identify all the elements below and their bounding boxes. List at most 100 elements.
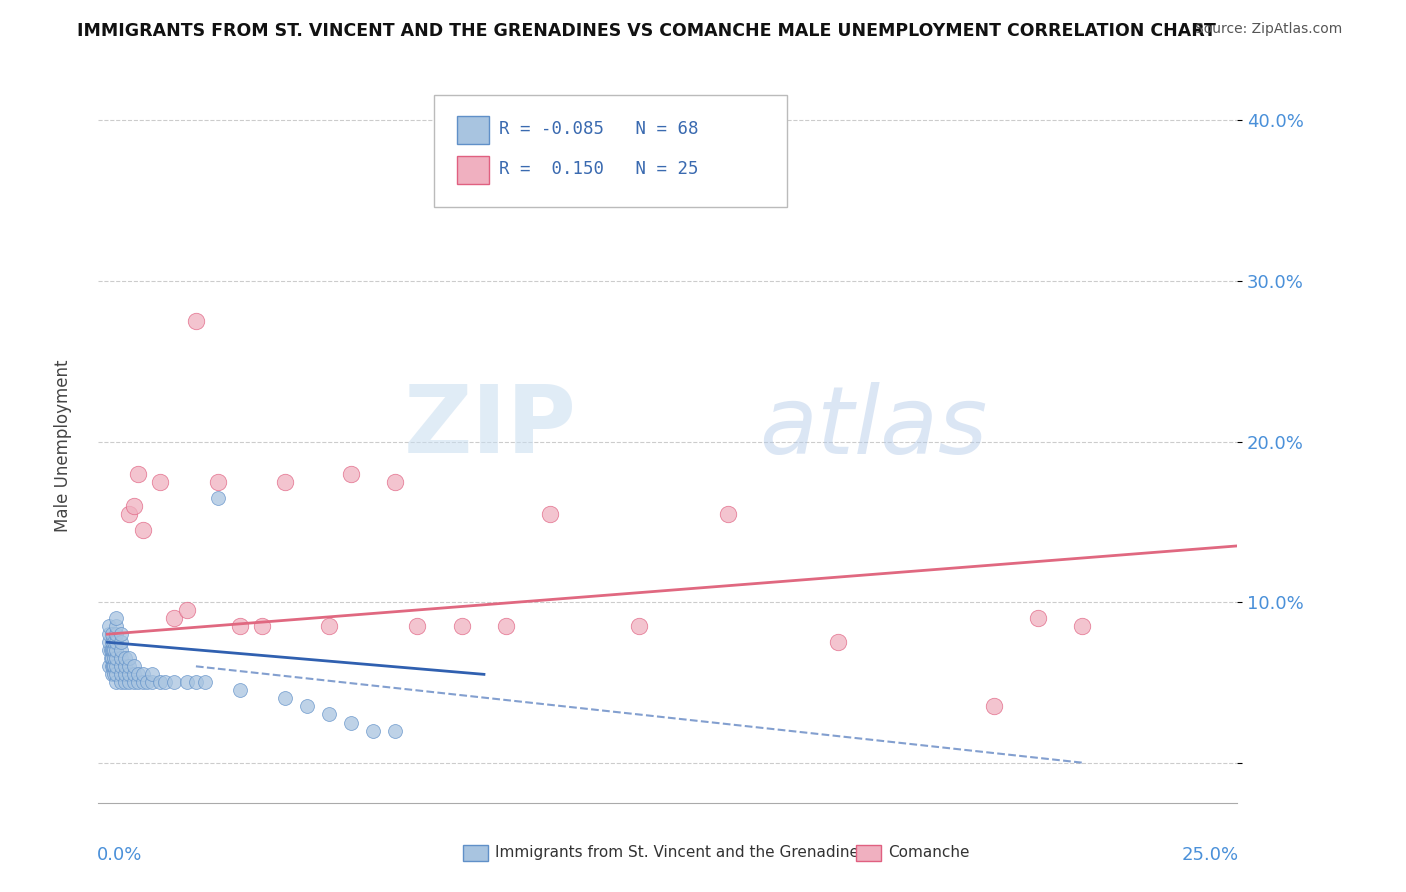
Point <box>100 635 122 649</box>
Point <box>105 659 128 673</box>
Point <box>141 667 163 681</box>
Point <box>118 651 141 665</box>
Point <box>127 675 149 690</box>
Point <box>105 667 128 681</box>
Text: ZIP: ZIP <box>404 381 576 473</box>
Point <box>114 651 136 665</box>
Point <box>100 651 122 665</box>
Point <box>100 643 122 657</box>
Point <box>98 627 121 641</box>
Point <box>110 643 132 657</box>
Point <box>163 675 186 690</box>
Point <box>163 611 186 625</box>
Point <box>132 675 155 690</box>
Point <box>318 707 340 722</box>
Point <box>118 507 141 521</box>
Point <box>318 619 340 633</box>
Text: Comanche: Comanche <box>887 845 969 860</box>
Point <box>100 627 122 641</box>
Point <box>122 667 145 681</box>
Point <box>105 635 128 649</box>
Point <box>132 667 155 681</box>
Point <box>207 475 229 489</box>
Point <box>194 675 217 690</box>
Point <box>100 667 122 681</box>
Point <box>184 675 207 690</box>
Point <box>105 651 128 665</box>
Point <box>406 619 429 633</box>
Text: R =  0.150   N = 25: R = 0.150 N = 25 <box>499 161 699 178</box>
FancyBboxPatch shape <box>463 845 488 861</box>
Point <box>207 491 229 505</box>
Point <box>141 675 163 690</box>
Text: atlas: atlas <box>759 382 987 473</box>
Point <box>98 635 121 649</box>
Point <box>127 467 149 481</box>
Point <box>114 667 136 681</box>
Point <box>122 499 145 513</box>
Point <box>340 715 363 730</box>
Point <box>105 619 128 633</box>
Point <box>100 651 122 665</box>
Point <box>105 611 128 625</box>
Text: 0.0%: 0.0% <box>97 847 142 864</box>
Point <box>114 659 136 673</box>
Point <box>827 635 849 649</box>
FancyBboxPatch shape <box>457 117 489 144</box>
Point <box>122 675 145 690</box>
Text: Male Unemployment: Male Unemployment <box>55 359 72 533</box>
Point <box>184 314 207 328</box>
Point <box>176 603 198 617</box>
Text: 25.0%: 25.0% <box>1181 847 1239 864</box>
Point <box>136 675 159 690</box>
FancyBboxPatch shape <box>856 845 880 861</box>
Point <box>98 643 121 657</box>
Point <box>100 659 122 673</box>
Point <box>103 651 125 665</box>
Point <box>340 467 363 481</box>
Point <box>118 667 141 681</box>
Point <box>98 659 121 673</box>
Point <box>98 619 121 633</box>
Point <box>110 651 132 665</box>
Point <box>122 659 145 673</box>
Point <box>384 723 406 738</box>
FancyBboxPatch shape <box>457 156 489 184</box>
Point <box>127 667 149 681</box>
Point <box>105 643 128 657</box>
Point <box>110 659 132 673</box>
Point <box>105 627 128 641</box>
Point <box>628 619 651 633</box>
Point <box>103 643 125 657</box>
Point <box>118 659 141 673</box>
Point <box>103 635 125 649</box>
Point <box>495 619 517 633</box>
Point <box>105 675 128 690</box>
Point <box>100 643 122 657</box>
Point <box>361 723 384 738</box>
Point <box>538 507 561 521</box>
Point <box>149 475 172 489</box>
Text: R = -0.085   N = 68: R = -0.085 N = 68 <box>499 120 699 138</box>
Point <box>450 619 472 633</box>
Point <box>101 643 124 657</box>
Point <box>229 683 252 698</box>
Point <box>132 523 155 537</box>
Point <box>717 507 740 521</box>
Point <box>103 667 125 681</box>
FancyBboxPatch shape <box>434 95 787 207</box>
Point <box>252 619 274 633</box>
Point <box>273 475 295 489</box>
Point <box>273 691 295 706</box>
Point <box>110 675 132 690</box>
Text: Immigrants from St. Vincent and the Grenadines: Immigrants from St. Vincent and the Gren… <box>495 845 866 860</box>
Point <box>110 635 132 649</box>
Point <box>101 659 124 673</box>
Point <box>110 627 132 641</box>
Point <box>118 675 141 690</box>
Point <box>1026 611 1049 625</box>
Point <box>384 475 406 489</box>
Text: IMMIGRANTS FROM ST. VINCENT AND THE GRENADINES VS COMANCHE MALE UNEMPLOYMENT COR: IMMIGRANTS FROM ST. VINCENT AND THE GREN… <box>77 22 1216 40</box>
Point <box>103 659 125 673</box>
Point <box>110 667 132 681</box>
